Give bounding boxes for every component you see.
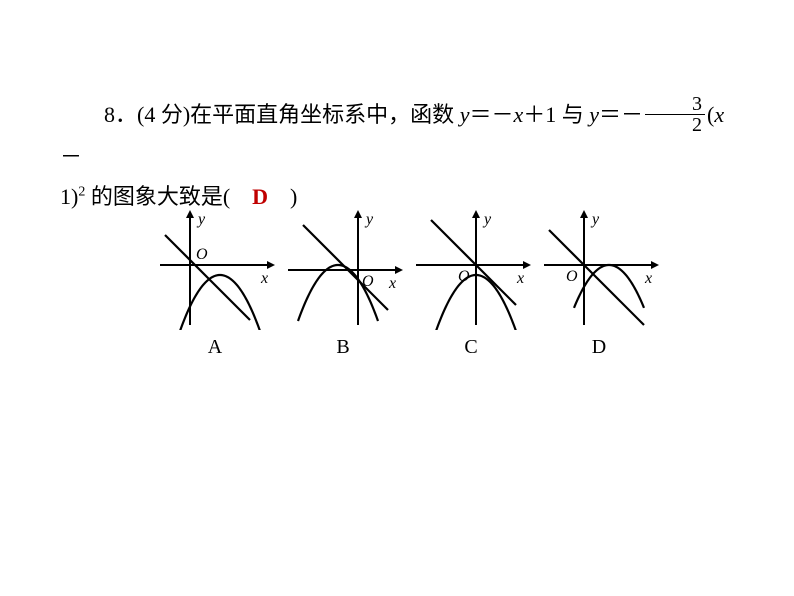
graph-svg: y x O bbox=[539, 210, 659, 330]
svg-text:y: y bbox=[364, 211, 374, 228]
q-points: (4 分) bbox=[137, 102, 190, 127]
graph-label: C bbox=[464, 336, 477, 359]
question-line-1: 8．(4 分)在平面直角坐标系中，函数 y＝－x＋1 与 y＝－32(x－ bbox=[60, 95, 740, 177]
eq2-eq: ＝－ bbox=[599, 102, 643, 127]
eq1-plus1: ＋1 与 bbox=[523, 102, 589, 127]
eq1-x: x bbox=[513, 102, 523, 127]
eq2-minus: － bbox=[60, 144, 82, 169]
graph-svg: y x O bbox=[411, 210, 531, 330]
q-text3: ) bbox=[268, 184, 297, 209]
q-number: 8 bbox=[104, 102, 115, 127]
eq2-x: x bbox=[714, 102, 724, 127]
svg-text:O: O bbox=[566, 268, 578, 285]
q-dot: ． bbox=[115, 102, 137, 127]
question-block: 8．(4 分)在平面直角坐标系中，函数 y＝－x＋1 与 y＝－32(x－ 1)… bbox=[60, 95, 740, 217]
svg-text:O: O bbox=[362, 273, 374, 290]
graph-label: B bbox=[336, 336, 349, 359]
q-text2: 的图象大致是( bbox=[85, 184, 252, 209]
eq1-eq: ＝－ bbox=[469, 102, 513, 127]
fraction: 32 bbox=[645, 94, 705, 135]
graph-cell-d: y x O D bbox=[539, 210, 659, 359]
graph-svg: y xO bbox=[283, 210, 403, 330]
svg-text:y: y bbox=[590, 211, 600, 228]
graph-cell-b: y xO B bbox=[283, 210, 403, 359]
frac-num: 3 bbox=[645, 94, 705, 115]
line2-prefix: 1) bbox=[60, 184, 78, 209]
graph-svg: y x O bbox=[155, 210, 275, 330]
svg-text:O: O bbox=[196, 246, 208, 263]
svg-text:y: y bbox=[482, 211, 492, 228]
svg-text:x: x bbox=[388, 275, 396, 292]
svg-text:x: x bbox=[516, 270, 524, 287]
svg-text:x: x bbox=[260, 270, 268, 287]
svg-text:O: O bbox=[458, 268, 470, 285]
answer: D bbox=[252, 184, 268, 209]
graph-row: yxOAyxOByxOCyxOD bbox=[155, 210, 659, 359]
svg-text:y: y bbox=[196, 211, 206, 228]
eq1-y: y bbox=[460, 102, 470, 127]
graph-label: D bbox=[592, 336, 606, 359]
graph-cell-c: y x O C bbox=[411, 210, 531, 359]
graph-label: A bbox=[208, 336, 222, 359]
svg-text:x: x bbox=[644, 270, 652, 287]
q-text1: 在平面直角坐标系中，函数 bbox=[190, 102, 460, 127]
frac-den: 2 bbox=[645, 115, 705, 135]
eq2-y: y bbox=[589, 102, 599, 127]
graph-cell-a: y x O A bbox=[155, 210, 275, 359]
